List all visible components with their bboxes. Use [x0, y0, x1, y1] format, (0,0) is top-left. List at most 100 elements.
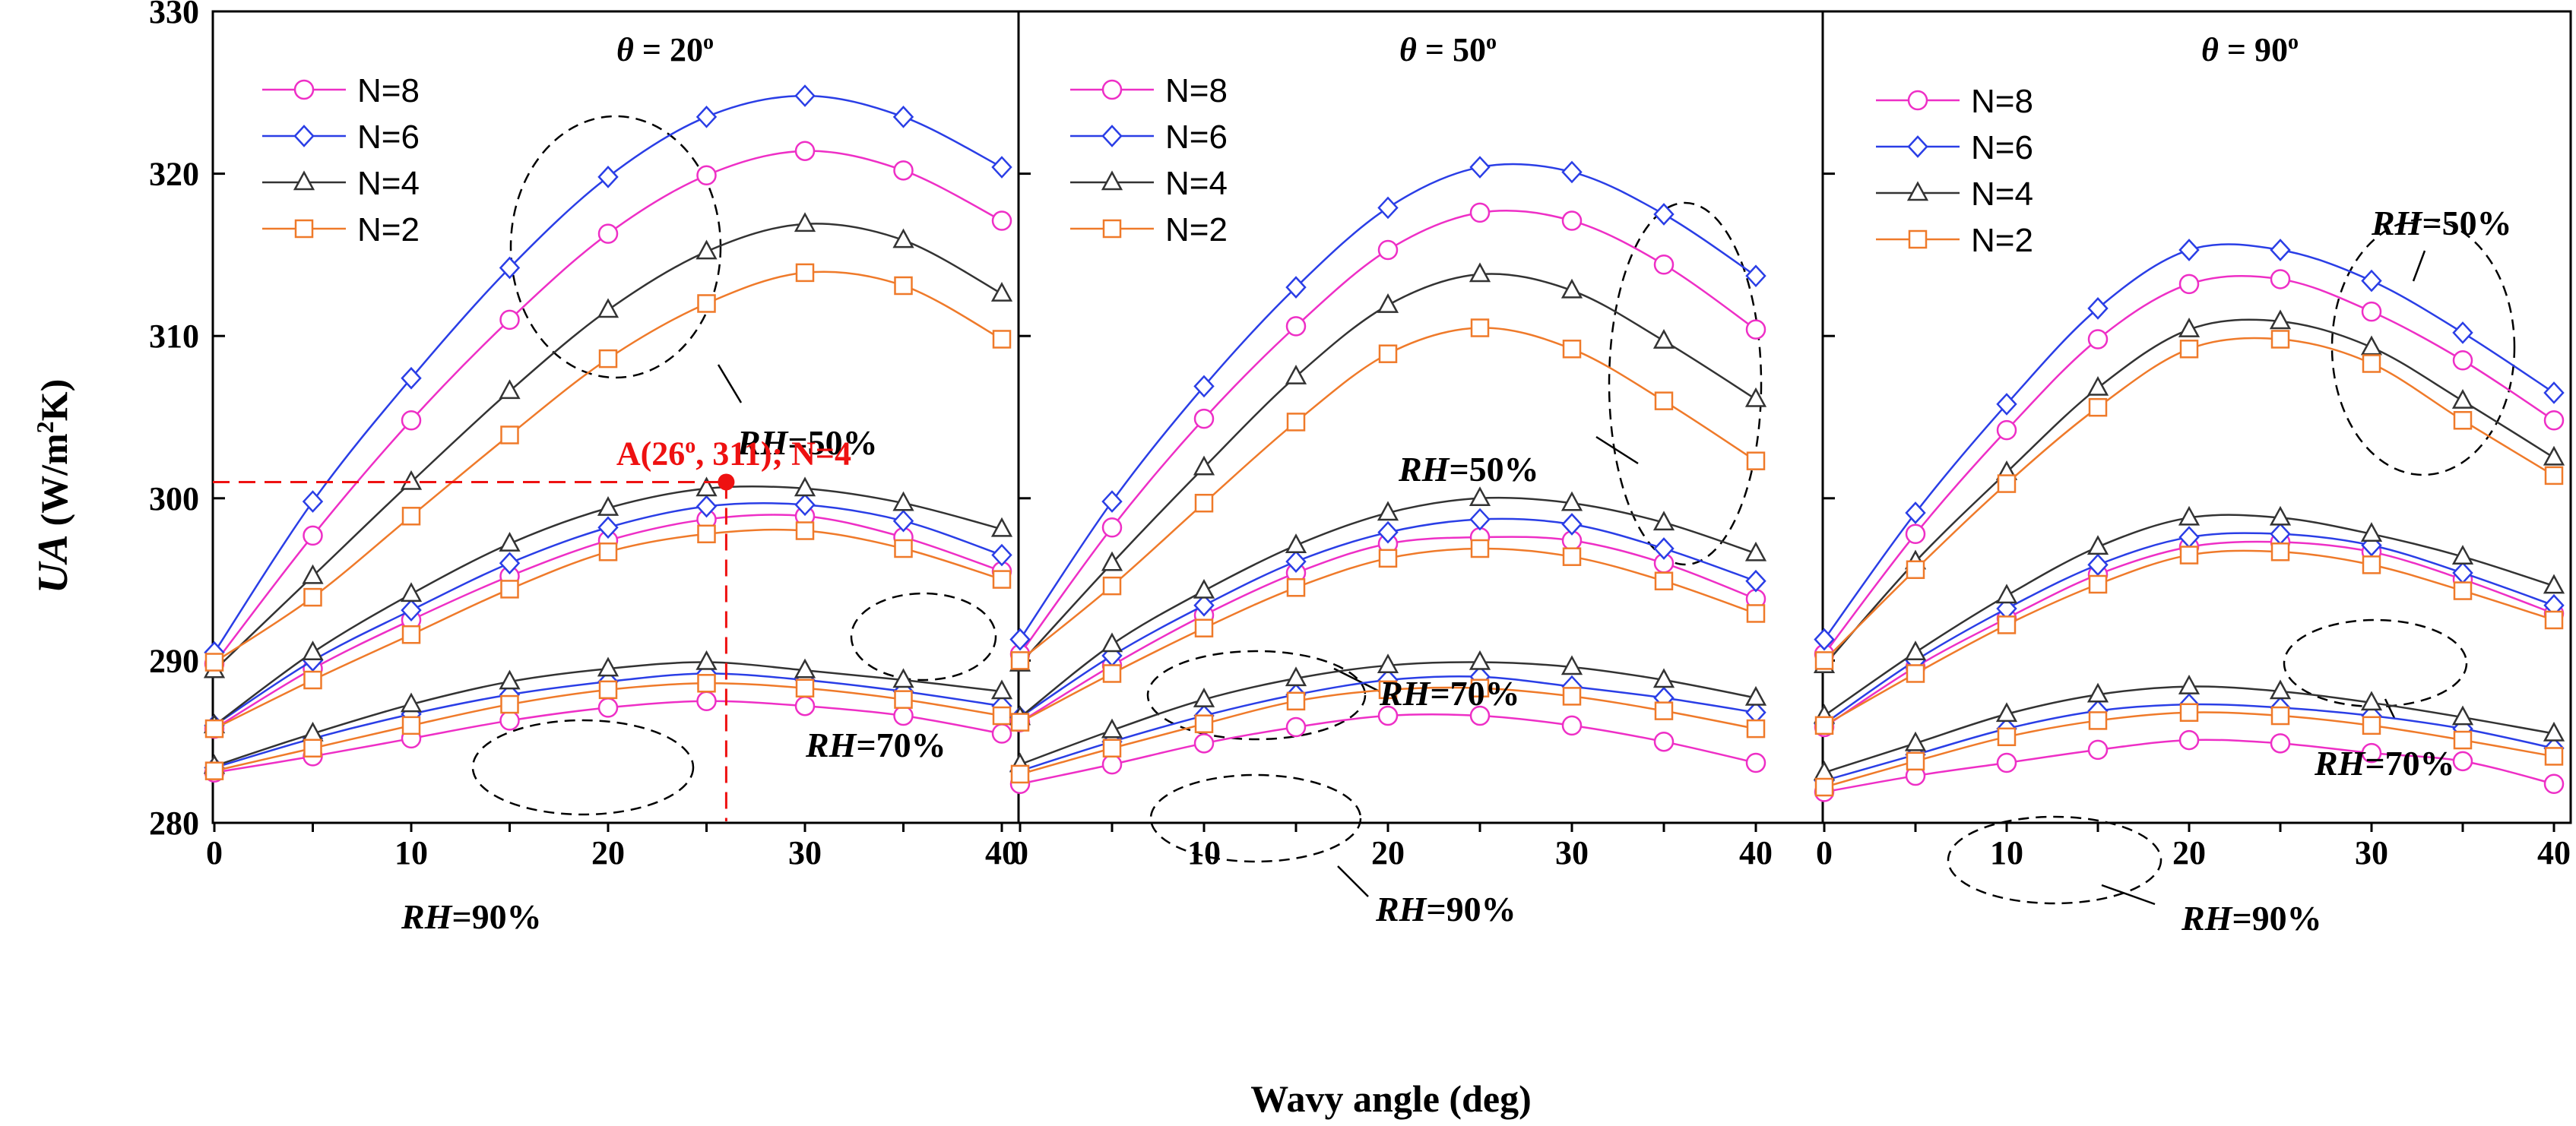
y-tick-label: 280 [149, 805, 199, 842]
marker-square [992, 330, 1012, 349]
marker-triangle [1377, 501, 1399, 521]
marker-diamond [2543, 381, 2565, 404]
marker-triangle [794, 658, 816, 678]
rh-label-prefix: RH [2181, 899, 2233, 938]
marker-square [1814, 716, 1834, 735]
x-tick-label: 0 [1816, 834, 1833, 871]
marker-circle [2452, 350, 2473, 371]
marker-diamond [597, 166, 619, 188]
panel-title-angle: = 90 [2219, 31, 2288, 68]
marker-square [894, 690, 913, 709]
marker-square [1746, 451, 1766, 470]
series-line [1823, 275, 2555, 655]
marker-circle [1653, 254, 1675, 275]
plot-frame [211, 10, 2572, 824]
marker-square [204, 761, 224, 780]
marker-triangle [1193, 578, 1215, 599]
marker-diamond [794, 493, 816, 517]
legend-label: N=2 [357, 211, 420, 248]
leader-line [717, 364, 743, 403]
marker-diamond [2270, 239, 2291, 261]
highlight-label: A(26o, 311); N=4 [616, 434, 851, 472]
group-ellipse [509, 115, 722, 379]
marker-square [1470, 678, 1490, 697]
marker-square [2362, 354, 2381, 373]
marker-square [294, 219, 314, 239]
marker-square [500, 580, 519, 599]
marker-diamond [991, 156, 1012, 179]
group-ellipses [471, 115, 2516, 906]
marker-diamond [794, 84, 816, 107]
series-layer [203, 79, 2565, 802]
marker-circle [696, 691, 717, 712]
marker-square [1470, 318, 1490, 337]
marker-square [1746, 719, 1766, 739]
marker-square [2544, 466, 2564, 486]
marker-diamond [1377, 196, 1399, 220]
axes-layer [211, 10, 2572, 832]
marker-diamond [1101, 125, 1123, 147]
leader-line [1337, 865, 1369, 897]
marker-square [2453, 411, 2473, 430]
rh-label: RH=90% [401, 897, 542, 936]
marker-triangle [597, 496, 619, 516]
highlight-label-sup: o [685, 434, 695, 457]
legend-label: N=2 [1165, 211, 1228, 248]
x-axis-title: Wavy angle (deg) [1250, 1077, 1531, 1120]
x-tick-label: 0 [206, 834, 223, 871]
marker-triangle [892, 668, 914, 688]
marker-circle [1101, 517, 1123, 538]
marker-square [1562, 547, 1582, 566]
marker-triangle [2178, 674, 2201, 694]
group-ellipse [1146, 650, 1367, 741]
marker-square [1286, 691, 1306, 711]
legend-label: N=6 [357, 119, 420, 156]
marker-diamond [2361, 269, 2382, 293]
marker-triangle [1469, 650, 1491, 670]
marker-square [894, 276, 913, 296]
marker-triangle [892, 491, 914, 511]
marker-circle [1561, 210, 1583, 231]
x-tick-label: 20 [2172, 834, 2206, 871]
marker-square [894, 539, 913, 558]
marker-triangle [1652, 511, 1675, 531]
series-line [213, 94, 1003, 653]
marker-circle [1101, 754, 1123, 775]
y-tick-label: 290 [149, 642, 199, 679]
group-ellipse [471, 719, 695, 816]
marker-triangle [990, 679, 1013, 700]
marker-triangle [2086, 375, 2109, 396]
legend-label: N=8 [357, 72, 420, 109]
marker-circle [1193, 408, 1215, 429]
marker-square [2270, 706, 2290, 726]
marker-triangle [2360, 335, 2383, 356]
x-tick-label: 10 [394, 834, 428, 871]
marker-diamond [1101, 490, 1123, 513]
marker-circle [2178, 274, 2200, 295]
marker-circle [1745, 752, 1766, 773]
marker-square [1194, 714, 1214, 733]
marker-diamond [1377, 520, 1399, 544]
marker-circle [2543, 773, 2565, 794]
marker-triangle [1285, 364, 1307, 384]
marker-diamond [401, 599, 422, 622]
marker-triangle [2451, 545, 2474, 565]
marker-square [1906, 751, 1925, 771]
marker-triangle [597, 298, 619, 318]
group-ellipse [1149, 773, 1362, 863]
marker-triangle [695, 650, 718, 670]
rh-label-prefix: RH [2371, 204, 2423, 242]
marker-circle [303, 525, 323, 546]
marker-square [2362, 716, 2381, 735]
marker-circle [1996, 752, 2017, 773]
rh-label-value: =90% [452, 897, 541, 936]
marker-circle [2178, 729, 2200, 751]
marker-square [1010, 651, 1030, 670]
marker-square [401, 507, 421, 526]
marker-circle [2270, 269, 2291, 289]
marker-triangle [1101, 170, 1123, 191]
x-tick-label: 30 [788, 834, 822, 871]
leader-line [2101, 884, 2156, 906]
marker-square [598, 349, 618, 368]
marker-triangle [293, 170, 315, 191]
